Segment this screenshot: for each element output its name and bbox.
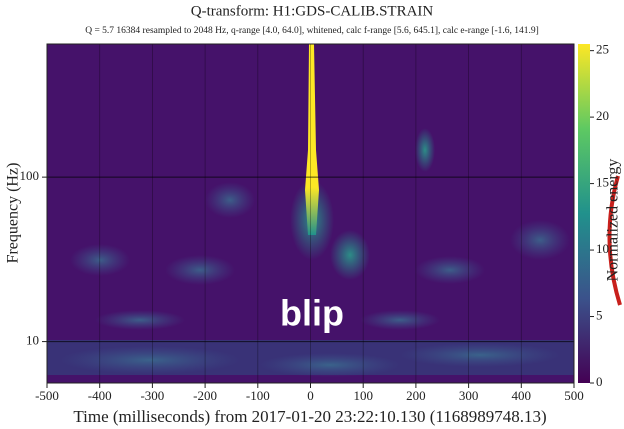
x-tick-label: -100 bbox=[246, 388, 270, 403]
x-tick-label: 200 bbox=[406, 388, 426, 403]
x-tick-label: -200 bbox=[193, 388, 217, 403]
x-tick-label: -400 bbox=[88, 388, 112, 403]
colorbar-tick-label: 25 bbox=[596, 42, 609, 57]
chart-subtitle: Q = 5.7 16384 resampled to 2048 Hz, q-ra… bbox=[85, 25, 539, 36]
colorbar-label: Normalized energy bbox=[605, 159, 622, 282]
x-axis-label: Time (milliseconds) from 2017-01-20 23:2… bbox=[73, 407, 546, 426]
colorbar-tick-label: 10 bbox=[596, 241, 609, 256]
x-tick-label: 0 bbox=[307, 388, 314, 403]
chart-title: Q-transform: H1:GDS-CALIB.STRAIN bbox=[191, 3, 434, 19]
x-tick-label: 100 bbox=[353, 388, 373, 403]
colorbar-tick-label: 15 bbox=[596, 175, 609, 190]
x-tick-label: 300 bbox=[459, 388, 479, 403]
x-tick-label: 500 bbox=[564, 388, 584, 403]
x-tick-label: 400 bbox=[512, 388, 532, 403]
x-tick-label: -500 bbox=[35, 388, 59, 403]
colorbar-tick-label: 0 bbox=[596, 374, 603, 389]
y-axis-label: Frequency (Hz) bbox=[5, 163, 22, 264]
colorbar-tick-label: 20 bbox=[596, 108, 609, 123]
red-arc bbox=[607, 175, 622, 306]
spectrogram bbox=[47, 44, 574, 383]
colorbar-tick-label: 5 bbox=[596, 308, 603, 323]
annotation: blip bbox=[280, 293, 344, 334]
colorbar bbox=[578, 44, 590, 383]
y-tick-label: 10 bbox=[26, 333, 39, 348]
y-tick-label: 100 bbox=[20, 168, 40, 183]
plot-frame bbox=[46, 43, 575, 384]
x-tick-label: -300 bbox=[140, 388, 164, 403]
